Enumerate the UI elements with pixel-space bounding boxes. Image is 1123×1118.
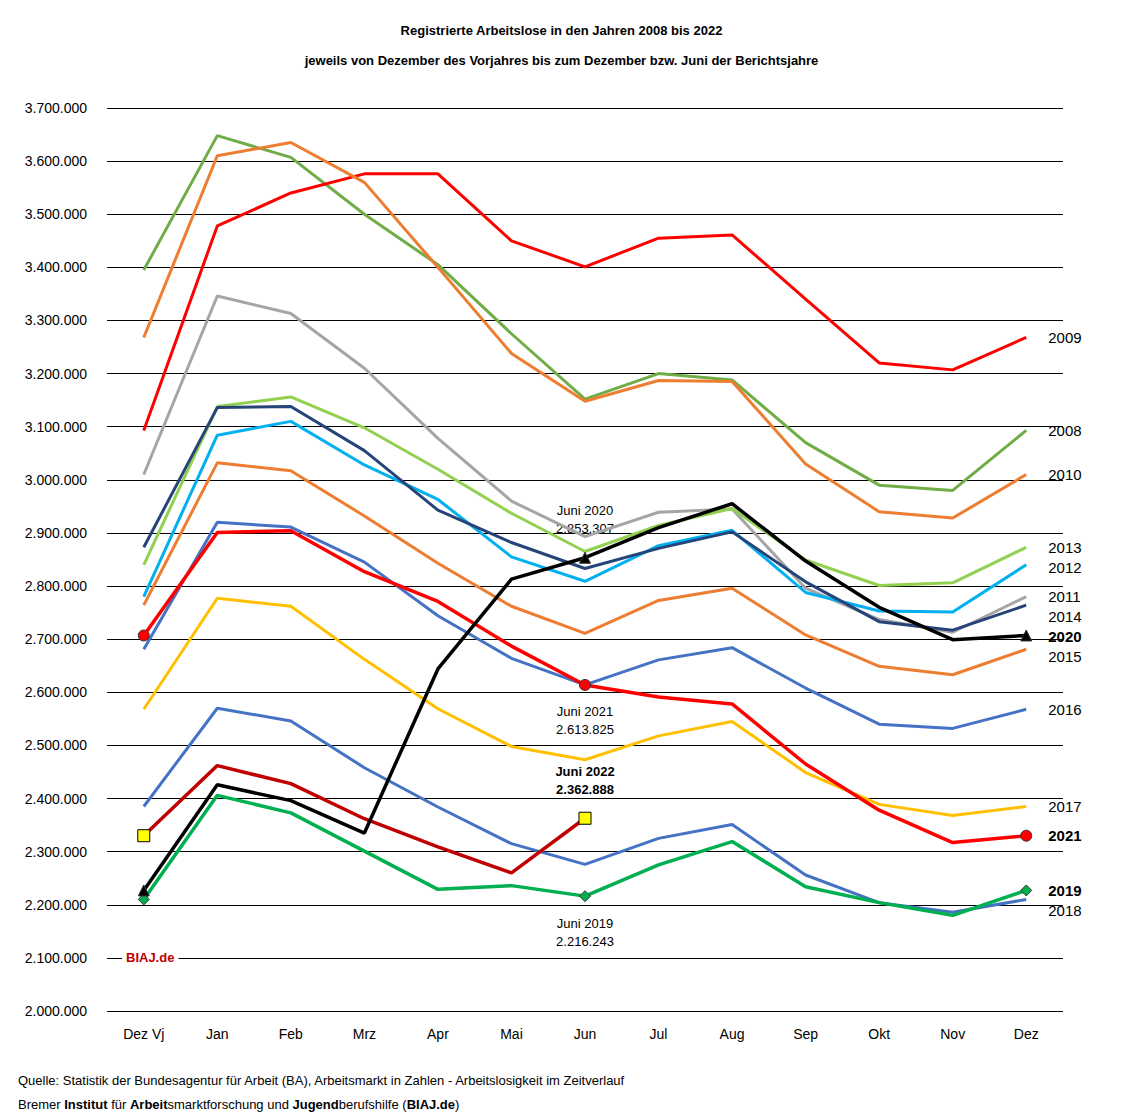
svg-text:Juni 2021: Juni 2021 — [557, 704, 613, 719]
svg-text:BIAJ.de: BIAJ.de — [126, 950, 174, 965]
svg-text:2010: 2010 — [1048, 466, 1081, 483]
svg-text:2011: 2011 — [1048, 588, 1080, 605]
svg-text:2.853.307: 2.853.307 — [556, 521, 614, 537]
svg-text:Okt: Okt — [868, 1026, 890, 1042]
svg-text:Mrz: Mrz — [353, 1026, 376, 1042]
svg-text:Apr: Apr — [427, 1026, 449, 1042]
svg-text:3.300.000: 3.300.000 — [25, 312, 87, 328]
svg-text:3.500.000: 3.500.000 — [25, 206, 87, 222]
svg-text:für: für — [108, 1097, 130, 1112]
svg-text:2021: 2021 — [1048, 827, 1081, 844]
svg-text:2.800.000: 2.800.000 — [25, 578, 87, 594]
svg-text:Aug: Aug — [720, 1026, 745, 1042]
svg-text:2012: 2012 — [1048, 559, 1081, 576]
svg-text:Nov: Nov — [940, 1026, 965, 1042]
svg-text:Jugend: Jugend — [293, 1097, 339, 1112]
svg-text:Institut: Institut — [64, 1097, 108, 1112]
svg-text:2.200.000: 2.200.000 — [25, 897, 87, 913]
svg-text:Juni 2022: Juni 2022 — [555, 764, 614, 779]
svg-text:3.400.000: 3.400.000 — [25, 259, 87, 275]
svg-text:3.600.000: 3.600.000 — [25, 153, 87, 169]
svg-text:2.216.243: 2.216.243 — [556, 934, 614, 949]
svg-text:2.000.000: 2.000.000 — [25, 1003, 87, 1019]
svg-text:2.300.000: 2.300.000 — [25, 844, 87, 860]
svg-text:Bremer: Bremer — [18, 1097, 64, 1112]
svg-text:Jan: Jan — [206, 1026, 229, 1042]
svg-text:3.100.000: 3.100.000 — [25, 419, 87, 435]
svg-text:Sep: Sep — [793, 1026, 818, 1042]
svg-text:2015: 2015 — [1048, 648, 1081, 665]
svg-text:Dez: Dez — [1014, 1026, 1039, 1042]
svg-text:3.700.000: 3.700.000 — [25, 100, 87, 116]
svg-text:Quelle: Statistik der Bundesag: Quelle: Statistik der Bundesagentur für … — [18, 1073, 625, 1088]
svg-text:2016: 2016 — [1048, 701, 1081, 718]
svg-text:2019: 2019 — [1048, 882, 1081, 899]
svg-text:2009: 2009 — [1048, 329, 1081, 346]
svg-text:Feb: Feb — [279, 1026, 303, 1042]
svg-text:jeweils von Dezember des Vorja: jeweils von Dezember des Vorjahres bis z… — [304, 53, 819, 68]
svg-text:3.000.000: 3.000.000 — [25, 472, 87, 488]
svg-text:BIAJ.de: BIAJ.de — [407, 1097, 455, 1112]
svg-text:Mai: Mai — [500, 1026, 523, 1042]
svg-text:2014: 2014 — [1048, 608, 1081, 625]
svg-text:2.100.000: 2.100.000 — [25, 950, 87, 966]
svg-text:berufshilfe (: berufshilfe ( — [339, 1097, 408, 1112]
svg-text:2013: 2013 — [1048, 539, 1081, 556]
svg-text:Dez Vj: Dez Vj — [123, 1026, 164, 1042]
svg-text:): ) — [455, 1097, 459, 1112]
svg-text:2018: 2018 — [1048, 902, 1081, 919]
svg-text:Registrierte Arbeitslose in de: Registrierte Arbeitslose in den Jahren 2… — [401, 23, 723, 38]
svg-text:2.400.000: 2.400.000 — [25, 791, 87, 807]
svg-text:2.700.000: 2.700.000 — [25, 631, 87, 647]
svg-text:Juni 2020: Juni 2020 — [557, 503, 613, 518]
svg-text:smarktforschung und: smarktforschung und — [168, 1097, 293, 1112]
svg-text:2.613.825: 2.613.825 — [556, 722, 614, 737]
svg-text:Juni 2019: Juni 2019 — [557, 916, 613, 931]
svg-text:2020: 2020 — [1048, 628, 1081, 645]
svg-text:Jun: Jun — [574, 1026, 597, 1042]
svg-text:2.600.000: 2.600.000 — [25, 684, 87, 700]
svg-text:2008: 2008 — [1048, 422, 1081, 439]
svg-text:3.200.000: 3.200.000 — [25, 366, 87, 382]
svg-text:2017: 2017 — [1048, 798, 1081, 815]
svg-text:2.362.888: 2.362.888 — [556, 782, 614, 797]
svg-text:Arbeit: Arbeit — [130, 1097, 168, 1112]
svg-text:2.900.000: 2.900.000 — [25, 525, 87, 541]
svg-text:2.500.000: 2.500.000 — [25, 737, 87, 753]
svg-text:Jul: Jul — [650, 1026, 668, 1042]
